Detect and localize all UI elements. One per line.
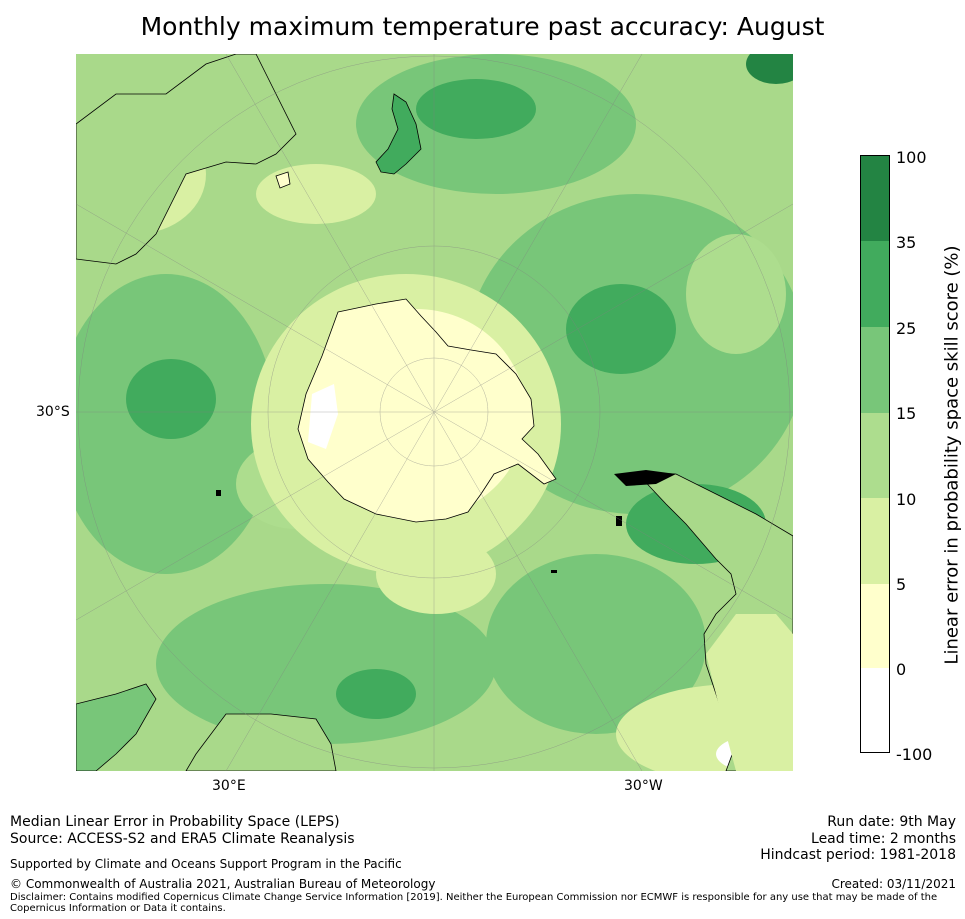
colorbar-tick: 15 <box>896 404 917 423</box>
colorbar-tick: 5 <box>896 575 907 594</box>
colorbar-tick: -100 <box>896 745 933 764</box>
australia-coastline <box>76 54 297 265</box>
footer-run-date: Run date: 9th May <box>827 814 956 830</box>
footer-method: Median Linear Error in Probability Space… <box>10 814 340 830</box>
colorbar-tick: 25 <box>896 319 917 338</box>
south-america-low-patch <box>706 614 793 771</box>
lon-label-30e: 30°E <box>212 778 246 794</box>
colorbar-label: Linear error in probability space skill … <box>941 245 963 665</box>
colorbar-tick: 0 <box>896 660 907 679</box>
footer-disclaimer: Disclaimer: Contains modified Copernicus… <box>10 892 938 914</box>
new-zealand-landmass <box>375 93 422 175</box>
colorbar-tick: 35 <box>896 233 917 252</box>
skill-score-map <box>76 54 793 771</box>
south-georgia <box>551 570 557 573</box>
colorbar-bin-15-25 <box>861 327 889 413</box>
colorbar-bin-35-100 <box>861 156 889 241</box>
madagascar <box>185 713 337 771</box>
colorbar-bin-0-5 <box>861 584 889 668</box>
colorbar-tick: 100 <box>896 148 927 167</box>
antarctica-landmass <box>297 298 557 523</box>
falkland-islands <box>616 516 622 526</box>
footer-hindcast: Hindcast period: 1981-2018 <box>760 847 956 863</box>
footer-lead-time: Lead time: 2 months <box>811 831 956 847</box>
graticule <box>76 54 793 771</box>
footer-copyright: © Commonwealth of Australia 2021, Austra… <box>10 877 436 891</box>
colorbar-bin-neg100-0 <box>861 668 889 752</box>
kerguelen-island <box>216 490 221 496</box>
colorbar-bin-25-35 <box>861 241 889 327</box>
antarctica-low-patch <box>308 384 338 449</box>
map-title: Monthly maximum temperature past accurac… <box>140 12 825 41</box>
lon-label-30w: 30°W <box>624 778 663 794</box>
footer-source: Source: ACCESS-S2 and ERA5 Climate Reana… <box>10 831 355 847</box>
africa-coastline <box>76 683 157 771</box>
colorbar <box>860 155 890 753</box>
colorbar-bin-5-10 <box>861 498 889 584</box>
colorbar-tick: 10 <box>896 490 917 509</box>
footer-created: Created: 03/11/2021 <box>831 877 956 891</box>
tasmania <box>275 171 291 189</box>
tierra-del-fuego <box>614 470 676 486</box>
lat-label-30s: 30°S <box>36 404 70 420</box>
footer-support: Supported by Climate and Oceans Support … <box>10 857 402 871</box>
colorbar-bin-10-15 <box>861 413 889 498</box>
